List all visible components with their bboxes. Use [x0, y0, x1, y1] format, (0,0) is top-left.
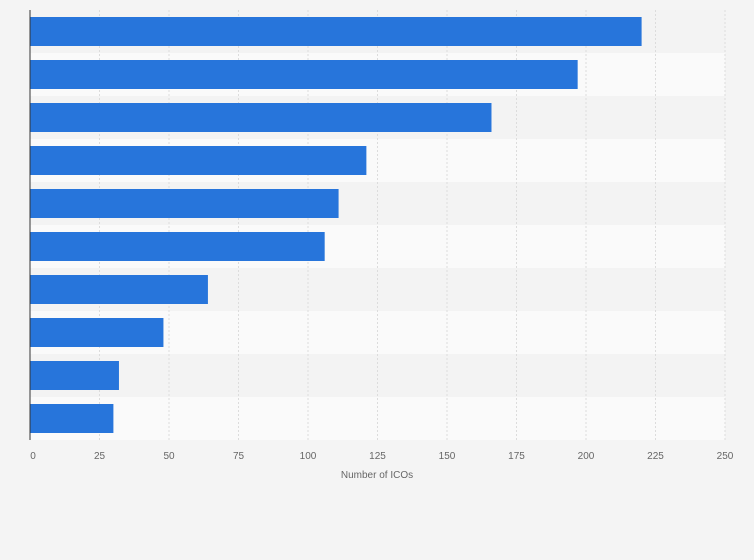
- x-tick-label: 250: [717, 451, 734, 462]
- bar[interactable]: [30, 318, 164, 347]
- bar[interactable]: [30, 17, 642, 46]
- x-tick-label: 225: [647, 451, 664, 462]
- x-tick-label: 75: [233, 451, 245, 462]
- x-tick-label: 150: [439, 451, 456, 462]
- bar[interactable]: [30, 361, 119, 390]
- bar[interactable]: [30, 146, 367, 175]
- x-tick-label: 100: [300, 451, 317, 462]
- x-tick-label: 0: [30, 451, 36, 462]
- bar[interactable]: [30, 189, 339, 218]
- bar[interactable]: [30, 275, 208, 304]
- bar[interactable]: [30, 60, 578, 89]
- x-tick-label: 50: [163, 451, 175, 462]
- bar[interactable]: [30, 232, 325, 261]
- bar[interactable]: [30, 404, 114, 433]
- x-tick-label: 25: [94, 451, 106, 462]
- bar[interactable]: [30, 103, 492, 132]
- x-tick-labels: 0 25 50 75 100 125 150 175 200 225 250: [30, 451, 734, 462]
- x-tick-label: 125: [369, 451, 386, 462]
- x-tick-label: 200: [578, 451, 595, 462]
- bars: [30, 17, 642, 433]
- x-tick-label: 175: [508, 451, 525, 462]
- x-axis-label: Number of ICOs: [341, 470, 413, 481]
